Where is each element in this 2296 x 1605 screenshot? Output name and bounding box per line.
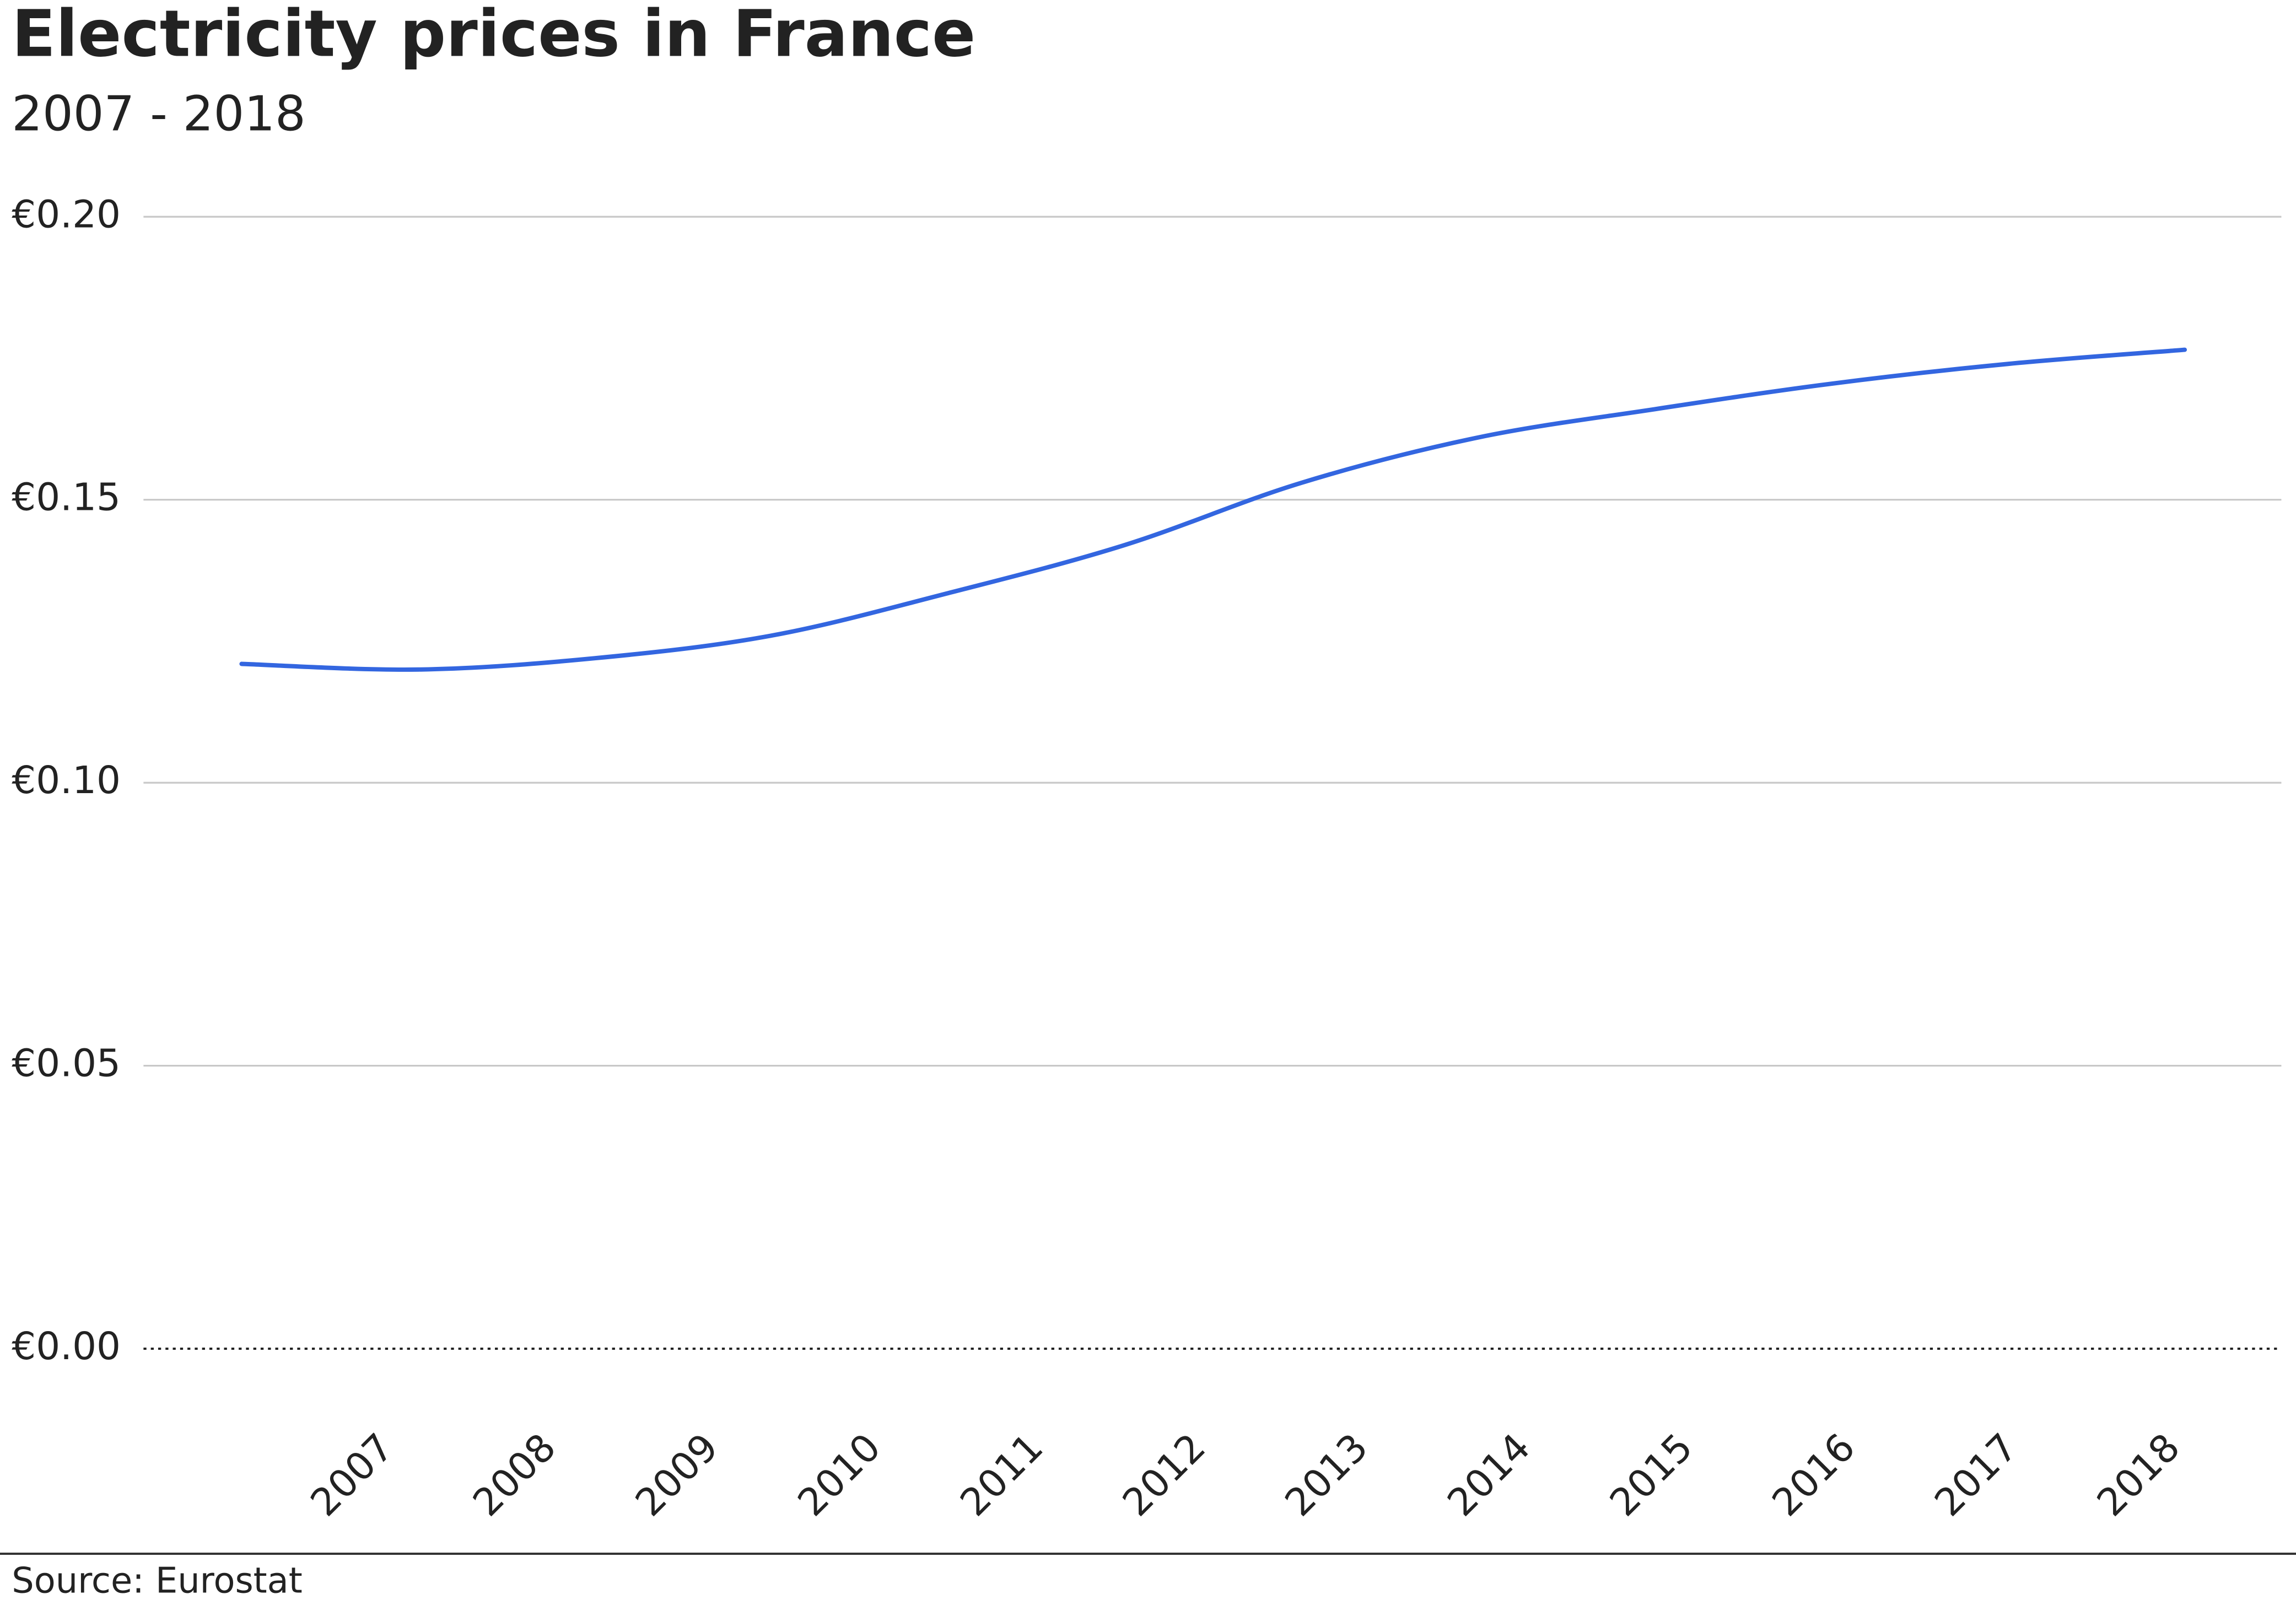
x-tick-label: 2015 [1602, 1425, 1701, 1525]
data-line [239, 347, 2187, 672]
chart-title: Electricity prices in France [12, 0, 975, 71]
x-tick-label: 2012 [1114, 1425, 1214, 1525]
x-tick-label: 2010 [790, 1425, 890, 1525]
x-tick-label: 2009 [627, 1425, 727, 1525]
y-tick-label: €0.20 [12, 192, 121, 236]
x-tick-label: 2011 [952, 1425, 1052, 1525]
y-tick-label: €0.00 [12, 1324, 121, 1369]
x-tick-label: 2014 [1439, 1425, 1539, 1525]
x-tick-label: 2016 [1764, 1425, 1864, 1525]
y-tick-label: €0.15 [12, 476, 121, 520]
y-tick-label: €0.10 [12, 758, 121, 803]
source-note: Source: Eurostat [12, 1561, 302, 1602]
x-tick-label: 2013 [1277, 1425, 1377, 1525]
x-tick-label: 2017 [1926, 1425, 2026, 1525]
y-tick-label: €0.05 [12, 1042, 121, 1086]
x-tick-label: 2018 [2089, 1425, 2189, 1525]
x-tick-label: 2008 [465, 1425, 564, 1525]
chart-subtitle: 2007 - 2018 [12, 85, 306, 142]
x-tick-label: 2007 [303, 1425, 402, 1525]
